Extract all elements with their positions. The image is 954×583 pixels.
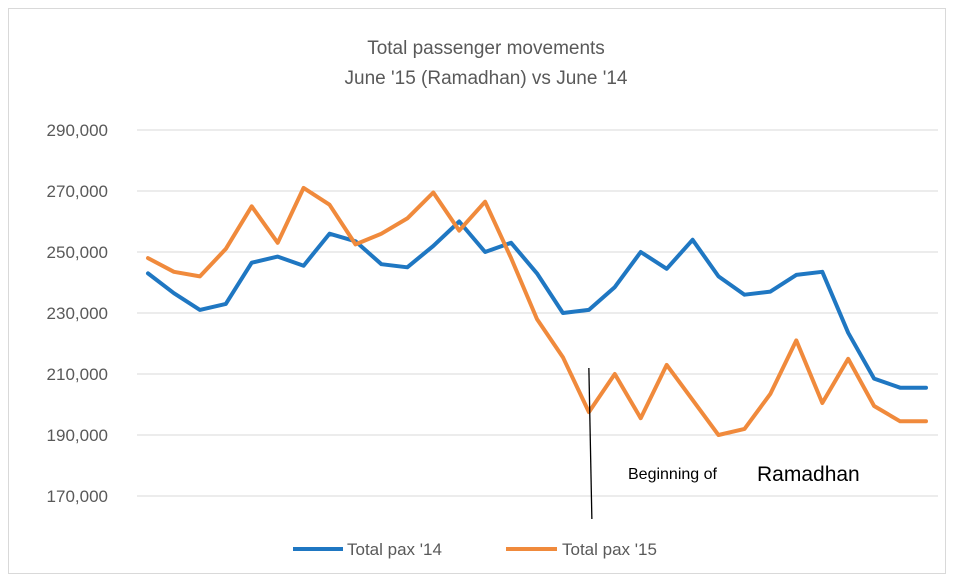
series-line-1 — [146, 219, 928, 390]
chart-subtitle: June '15 (Ramadhan) vs June '14 — [345, 68, 628, 89]
y-tick-label: 190,000 — [47, 426, 108, 445]
annotation-text-small: Beginning of — [628, 466, 718, 483]
legend: Total pax '14 Total pax '15 — [293, 540, 657, 559]
annotation: Beginning of Ramadhan — [588, 367, 860, 520]
y-tick-label: 210,000 — [47, 365, 108, 384]
chart-title: Total passenger movements — [367, 38, 605, 59]
series-line-2 — [146, 185, 928, 437]
series-lines — [146, 185, 928, 437]
y-tick-label: 290,000 — [47, 121, 108, 140]
y-tick-label: 230,000 — [47, 304, 108, 323]
chart-frame — [8, 8, 946, 574]
y-tick-label: 250,000 — [47, 243, 108, 262]
legend-label-series-2: Total pax '15 — [562, 540, 657, 559]
annotation-text-large: Ramadhan — [757, 463, 860, 486]
legend-label-series-1: Total pax '14 — [347, 540, 442, 559]
y-tick-label: 270,000 — [47, 182, 108, 201]
gridlines — [137, 129, 938, 497]
ramadhan-marker-line — [588, 367, 593, 520]
y-tick-label: 170,000 — [47, 487, 108, 506]
y-axis-tick-labels: 290,000 270,000 250,000 230,000 210,000 190,0… — [47, 121, 108, 506]
